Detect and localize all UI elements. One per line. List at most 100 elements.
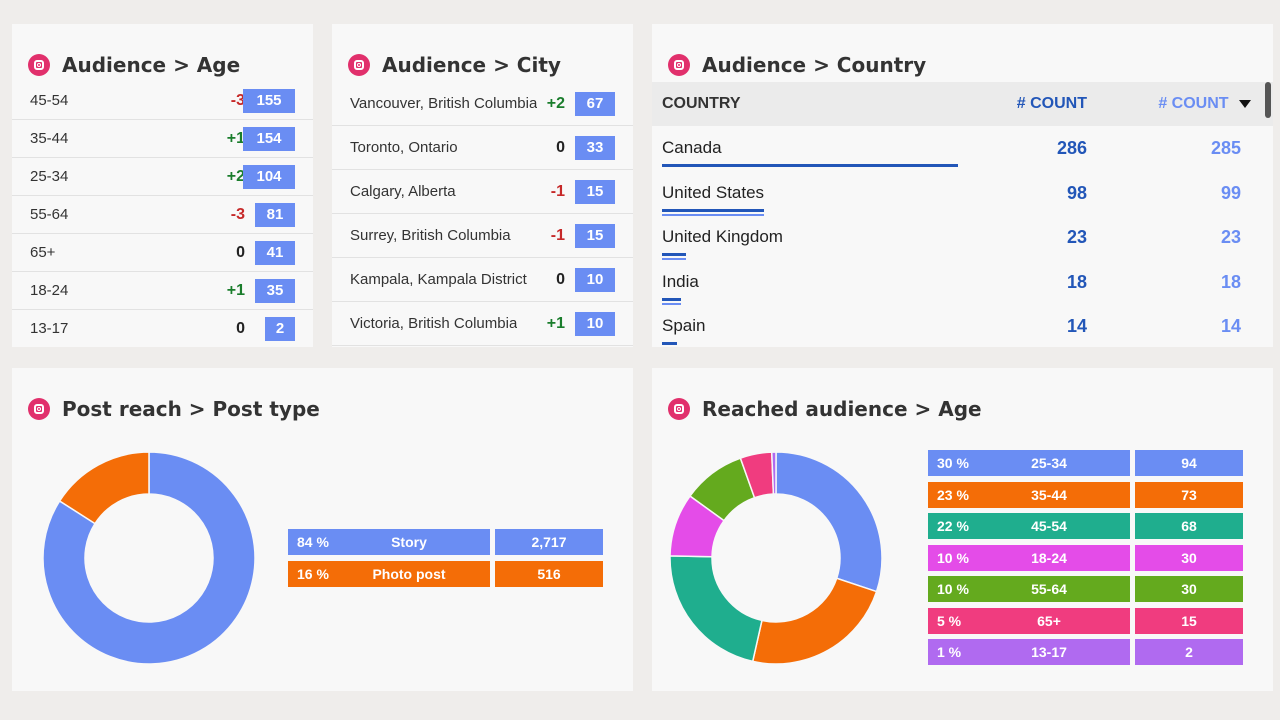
instagram-icon — [348, 54, 370, 76]
age-count-badge: 81 — [255, 202, 295, 227]
age-label: 25-34 — [30, 168, 69, 185]
column-header-count-label: # COUNT — [1158, 95, 1229, 112]
legend-value: 15 — [1181, 612, 1197, 629]
legend-label: 18-24 — [1031, 549, 1067, 566]
legend-value: 30 — [1181, 549, 1197, 566]
age-label: 65+ — [30, 244, 56, 261]
age-delta: +2 — [226, 167, 245, 185]
table-row[interactable]: United Kingdom 23 23 — [652, 215, 1273, 260]
legend-percent: 5 % — [937, 612, 962, 629]
legend-value-segment: 2 — [1135, 639, 1243, 665]
table-row: 18-24 +1 35 — [12, 272, 313, 310]
instagram-icon — [28, 54, 50, 76]
legend-label: 55-64 — [1031, 581, 1067, 597]
city-label: Surrey, British Columbia — [350, 227, 511, 244]
age-count-badge: 2 — [265, 316, 295, 341]
column-header-count-previous[interactable]: # COUNT — [1158, 95, 1251, 113]
table-row[interactable]: Spain 14 14 — [652, 304, 1273, 347]
legend-percent: 23 % — [937, 486, 969, 503]
legend-value: 68 — [1181, 518, 1197, 534]
country-table-header: COUNTRY # COUNT # COUNT — [652, 82, 1273, 126]
country-count-previous: 285 — [1210, 138, 1241, 158]
country-name: United States — [662, 182, 765, 202]
city-label: Vancouver, British Columbia — [350, 95, 538, 112]
reached-age-slice-2[interactable] — [669, 555, 763, 663]
legend-percent: 1 % — [937, 644, 962, 660]
table-row: Calgary, Alberta -1 15 — [332, 170, 633, 214]
legend-label-segment: 16 % Photo post — [288, 560, 490, 587]
legend-item[interactable]: 22 % 45-54 68 — [928, 513, 1243, 539]
country-share-bar — [662, 164, 958, 167]
table-row[interactable]: India 18 18 — [652, 260, 1273, 305]
legend-value-segment: 94 — [1135, 450, 1243, 476]
city-label: Toronto, Ontario — [350, 139, 458, 156]
legend-item[interactable]: 84 % Story 2,717 — [288, 529, 603, 555]
age-count-badge: 155 — [243, 88, 295, 113]
post-type-slice-0[interactable] — [42, 451, 256, 665]
country-count-previous: 99 — [1220, 182, 1241, 203]
age-delta: 0 — [236, 319, 245, 337]
legend-label: 35-44 — [1031, 486, 1067, 503]
legend-percent: 10 % — [937, 581, 969, 597]
legend-label-segment: 10 % 55-64 — [928, 576, 1130, 602]
reached-age-donut-chart — [669, 451, 883, 665]
age-count-badge: 104 — [243, 164, 295, 189]
city-count-badge: 33 — [575, 135, 615, 160]
legend-item[interactable]: 10 % 18-24 30 — [928, 544, 1243, 571]
legend-label: 13-17 — [1031, 644, 1067, 660]
audience-city-card: Audience > City Vancouver, British Colum… — [332, 24, 633, 347]
audience-country-card: Audience > Country COUNTRY # COUNT # COU… — [652, 24, 1273, 347]
audience-age-title-wrap: Audience > Age — [28, 52, 240, 78]
legend-item[interactable]: 23 % 35-44 73 — [928, 481, 1243, 508]
city-delta: 0 — [556, 138, 565, 156]
table-row: Toronto, Ontario 0 33 — [332, 126, 633, 170]
legend-percent: 30 % — [937, 455, 969, 471]
country-count-previous: 14 — [1220, 316, 1241, 336]
city-label: Victoria, British Columbia — [350, 315, 518, 332]
table-row: 55-64 -3 81 — [12, 196, 313, 234]
card-title: Audience > Country — [702, 53, 927, 77]
age-count-badge: 41 — [255, 240, 295, 265]
city-delta: -1 — [550, 182, 565, 200]
country-count-previous: 23 — [1220, 227, 1241, 247]
scrollbar[interactable] — [1265, 82, 1271, 118]
table-row: Victoria, British Columbia +1 10 — [332, 302, 633, 346]
table-row[interactable]: Canada 286 285 — [652, 126, 1273, 170]
legend-label-segment: 10 % 18-24 — [928, 544, 1130, 571]
legend-percent: 16 % — [297, 565, 329, 582]
age-label: 13-17 — [30, 320, 69, 337]
reached-age-slice-1[interactable] — [751, 577, 878, 665]
age-list: 45-54 -3 155 35-44 +1 154 25-34 +2 104 55-64 -3 81 6… — [12, 82, 313, 347]
legend-item[interactable]: 30 % 25-34 94 — [928, 450, 1243, 476]
country-count: 18 — [1066, 271, 1087, 292]
column-header-count[interactable]: # COUNT — [1016, 95, 1087, 112]
reached-age-slice-0[interactable] — [775, 451, 883, 593]
country-share-bar — [662, 297, 681, 301]
legend-item[interactable]: 10 % 55-64 30 — [928, 576, 1243, 602]
card-title: Audience > City — [382, 53, 561, 77]
legend-item[interactable]: 1 % 13-17 2 — [928, 639, 1243, 665]
table-row[interactable]: United States 98 99 — [652, 171, 1273, 216]
audience-age-card: Audience > Age 45-54 -3 155 35-44 +1 154 25-34… — [12, 24, 313, 347]
legend-item[interactable]: 16 % Photo post 516 — [288, 560, 603, 587]
city-count-badge: 10 — [575, 311, 615, 336]
legend-value: 516 — [537, 565, 561, 582]
country-share-bar — [662, 342, 677, 345]
city-label: Calgary, Alberta — [350, 183, 456, 200]
table-row: 35-44 +1 154 — [12, 120, 313, 158]
legend-label-segment: 22 % 45-54 — [928, 513, 1130, 539]
reached-age-title-wrap: Reached audience > Age — [668, 396, 982, 422]
legend-value: 73 — [1181, 486, 1197, 503]
table-row: Surrey, British Columbia -1 15 — [332, 214, 633, 258]
country-count: 98 — [1066, 182, 1087, 203]
column-header-country[interactable]: COUNTRY — [662, 95, 741, 112]
age-count-badge: 35 — [255, 278, 295, 303]
legend-item[interactable]: 5 % 65+ 15 — [928, 607, 1243, 634]
country-count: 23 — [1066, 227, 1087, 247]
age-count-badge: 154 — [243, 126, 295, 151]
post-type-slice-1[interactable] — [58, 451, 150, 525]
reached-age-slice-6[interactable] — [770, 451, 777, 495]
post-reach-title-wrap: Post reach > Post type — [28, 396, 320, 422]
country-name: Canada — [662, 138, 722, 157]
legend-label-segment: 30 % 25-34 — [928, 450, 1130, 476]
